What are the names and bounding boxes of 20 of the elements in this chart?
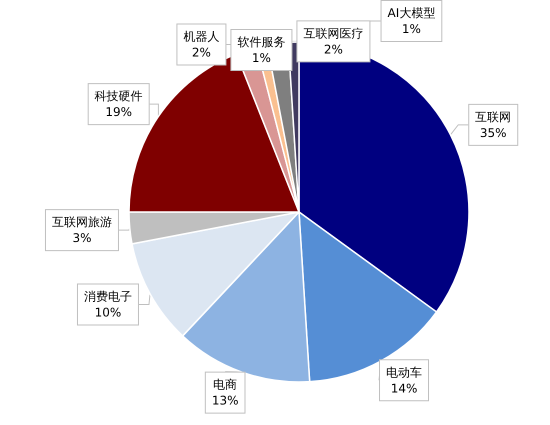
data-label: 1%: [402, 22, 421, 36]
data-label: 19%: [105, 105, 132, 120]
data-label: 2%: [192, 46, 211, 60]
slice-label: 电动车: [386, 365, 422, 380]
data-label: 14%: [390, 381, 418, 396]
slice-label: 互联网旅游: [52, 215, 112, 230]
slice-label: AI大模型: [388, 6, 436, 20]
data-label: 1%: [252, 51, 271, 66]
slice-label: 软件服务: [237, 35, 286, 50]
slice-label: 消费电子: [84, 289, 132, 304]
data-label: 35%: [480, 126, 507, 140]
data-label: 2%: [324, 42, 343, 56]
slice-label: 互联网医疗: [303, 26, 364, 40]
data-label: 13%: [212, 394, 238, 408]
slice-label: 机器人: [183, 30, 220, 44]
data-label: 10%: [94, 305, 122, 320]
data-label: 3%: [72, 231, 92, 246]
slice-label: 科技硬件: [94, 89, 143, 104]
slice-label: 互联网: [475, 110, 512, 124]
slice-label: 电商: [213, 378, 238, 392]
